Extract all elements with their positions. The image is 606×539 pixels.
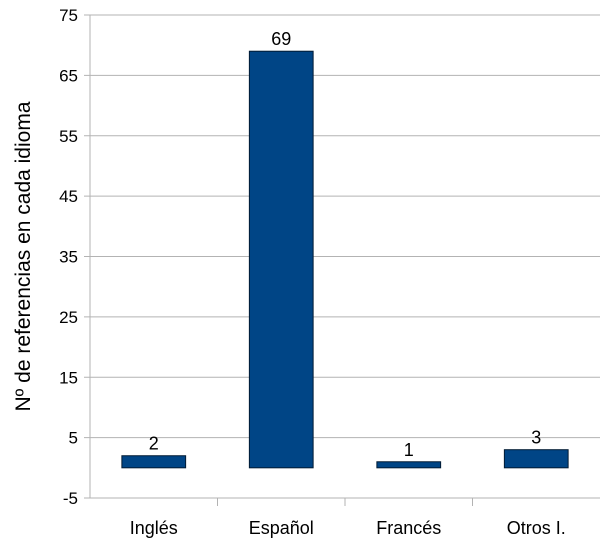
y-tick-label: 65 bbox=[59, 66, 78, 85]
y-tick-label: 75 bbox=[59, 6, 78, 25]
data-label: 3 bbox=[531, 428, 541, 448]
x-tick-label: Inglés bbox=[130, 518, 178, 538]
data-label: 1 bbox=[404, 440, 414, 460]
bar-1 bbox=[121, 455, 187, 469]
data-label: 2 bbox=[149, 434, 159, 454]
y-tick-label: 5 bbox=[69, 429, 78, 448]
y-tick-label: -5 bbox=[63, 489, 78, 508]
x-tick-label: Español bbox=[249, 518, 314, 538]
bar-2 bbox=[248, 50, 314, 469]
data-labels: 2 69 1 3 bbox=[149, 29, 542, 460]
x-tick-labels: Inglés Español Francés Otros I. bbox=[130, 518, 566, 538]
y-tick-label: 45 bbox=[59, 187, 78, 206]
axes bbox=[84, 14, 473, 506]
bars bbox=[121, 50, 569, 469]
bar-4 bbox=[503, 449, 569, 469]
y-tick-label: 55 bbox=[59, 127, 78, 146]
x-tick-label: Otros I. bbox=[507, 518, 566, 538]
data-label: 69 bbox=[271, 29, 291, 49]
y-tick-label: 35 bbox=[59, 248, 78, 267]
bar-3 bbox=[376, 461, 442, 469]
y-axis-title: Nº de referencias en cada idioma bbox=[12, 101, 35, 411]
gridlines bbox=[90, 14, 600, 499]
y-tick-label: 25 bbox=[59, 308, 78, 327]
y-tick-label: 15 bbox=[59, 368, 78, 387]
y-tick-labels: -5 5 15 25 35 45 55 65 75 bbox=[59, 6, 78, 508]
x-tick-label: Francés bbox=[376, 518, 441, 538]
